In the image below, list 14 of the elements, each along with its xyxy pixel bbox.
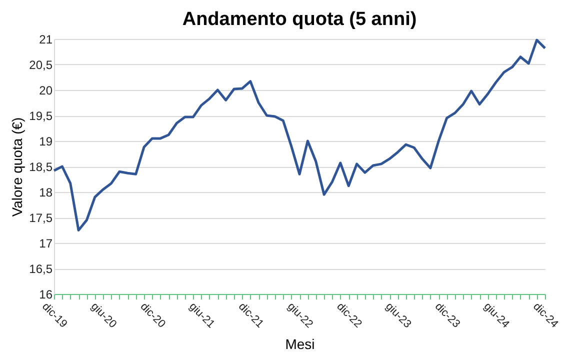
y-tick-label: 19	[39, 134, 53, 148]
y-tick-label: 18,5	[29, 160, 53, 174]
y-tick-label: 20,5	[29, 58, 53, 72]
y-tick-label: 20	[39, 84, 53, 98]
y-tick-label: 16,5	[29, 262, 53, 276]
y-tick-label: 19,5	[29, 109, 53, 123]
y-tick-label: 21	[39, 32, 53, 46]
x-axis-title: Mesi	[285, 336, 315, 352]
y-tick-label: 17	[39, 236, 53, 250]
y-tick-label: 18	[39, 186, 53, 200]
y-axis-title: Valore quota (€)	[9, 117, 26, 217]
y-tick-label: 16	[39, 288, 53, 302]
y-tick-label: 17,5	[29, 211, 53, 225]
chart-title: Andamento quota (5 anni)	[182, 9, 417, 30]
